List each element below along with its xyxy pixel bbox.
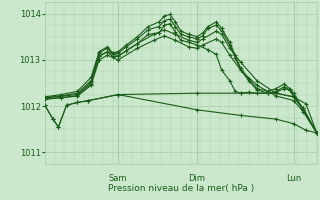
X-axis label: Pression niveau de la mer( hPa ): Pression niveau de la mer( hPa ) bbox=[108, 184, 254, 193]
